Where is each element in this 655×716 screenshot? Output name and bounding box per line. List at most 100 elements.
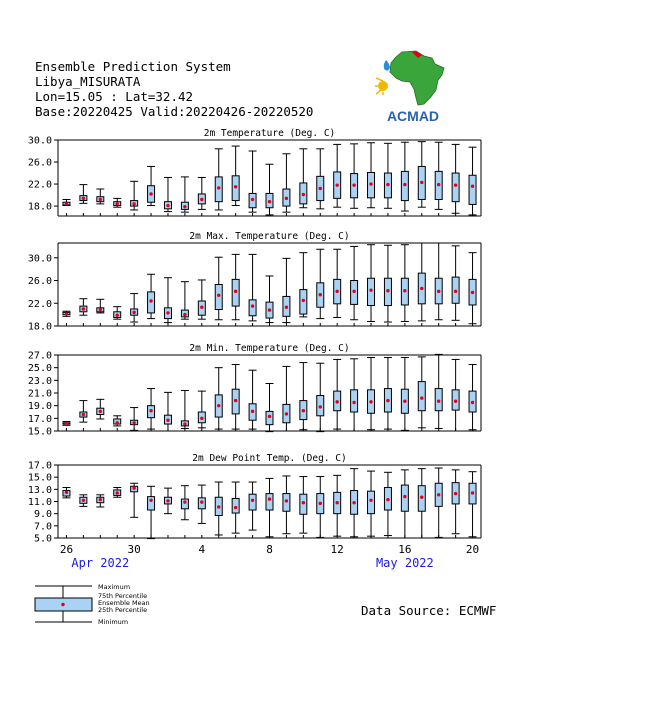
- mean-marker: [301, 501, 306, 505]
- iqr-box: [265, 493, 274, 511]
- y-tick-label: 9.0: [34, 509, 52, 520]
- mean-marker: [98, 497, 103, 502]
- mean-marker: [81, 498, 86, 502]
- month-label: Apr 2022: [71, 556, 129, 570]
- y-tick-label: 21.0: [28, 389, 52, 400]
- mean-marker: [64, 421, 69, 426]
- mean-marker: [98, 197, 103, 202]
- legend-label-p75: 75th Percentile: [98, 592, 147, 600]
- mean-marker: [403, 399, 407, 403]
- y-tick-label: 7.0: [34, 521, 52, 532]
- mean-marker: [250, 498, 255, 502]
- y-tick-label: 11.0: [28, 497, 52, 508]
- mean-marker: [132, 421, 136, 425]
- header-coordinates: Lon=15.05 : Lat=32.42: [35, 89, 194, 104]
- mean-marker: [470, 400, 475, 405]
- y-tick-label: 5.0: [34, 534, 52, 545]
- mean-marker: [335, 400, 339, 404]
- y-tick-label: 30.0: [28, 136, 52, 147]
- chart-panel-1: 2m Temperature (Deg. C) 18.0 22.0 26.0 30.0: [28, 128, 482, 217]
- mean-marker: [132, 486, 136, 490]
- y-tick-label: 15.0: [28, 427, 52, 438]
- mean-marker: [217, 186, 221, 190]
- x-tick-label: 4: [199, 543, 206, 556]
- y-tick-label: 19.0: [28, 401, 52, 412]
- mean-marker: [470, 290, 475, 295]
- panel-title: 2m Dew Point Temp. (Deg. C): [192, 453, 346, 464]
- mean-marker: [352, 400, 356, 405]
- mean-marker: [403, 494, 407, 499]
- mean-marker: [352, 501, 356, 505]
- mean-marker: [267, 308, 272, 312]
- mean-marker: [386, 497, 390, 502]
- y-tick-label: 13.0: [28, 485, 52, 496]
- sun-icon: [378, 81, 388, 91]
- mean-marker: [149, 192, 153, 196]
- chart-panel-4: 2m Dew Point Temp. (Deg. C) 5.0 7.09.011.0…: [28, 453, 482, 545]
- africa-map-icon: [389, 50, 445, 106]
- mean-marker: [335, 501, 339, 505]
- mean-marker: [115, 491, 119, 495]
- mean-marker: [301, 298, 306, 303]
- mean-marker: [64, 490, 69, 495]
- mean-marker: [233, 505, 238, 510]
- panel-title: 2m Min. Temperature (Deg. C): [189, 343, 349, 354]
- mean-marker: [115, 202, 119, 206]
- map-highlight-icon: [412, 51, 422, 58]
- mean-marker: [267, 199, 272, 204]
- mean-marker: [284, 305, 289, 309]
- month-label: May 2022: [376, 556, 434, 570]
- mean-marker: [437, 399, 441, 403]
- mean-marker: [453, 289, 458, 294]
- mean-marker: [166, 418, 170, 422]
- mean-marker: [403, 289, 407, 293]
- y-tick-label: 30.0: [28, 253, 52, 264]
- mean-marker: [183, 422, 187, 426]
- mean-marker: [386, 398, 390, 403]
- mean-marker: [386, 289, 390, 293]
- mean-marker: [437, 493, 441, 497]
- mean-marker: [217, 403, 221, 408]
- mean-marker: [98, 409, 103, 414]
- legend-label-maximum: Maximum: [98, 583, 130, 591]
- y-tick-label: 18.0: [28, 202, 52, 213]
- mean-marker: [420, 495, 424, 499]
- iqr-box: [451, 172, 460, 203]
- mean-marker: [318, 501, 322, 506]
- mean-marker: [420, 286, 424, 291]
- mean-marker: [115, 421, 119, 425]
- mean-marker: [183, 204, 187, 209]
- x-tick-label: 12: [331, 543, 344, 556]
- x-tick-label: 8: [266, 543, 273, 556]
- mean-marker: [284, 412, 289, 416]
- mean-marker: [166, 499, 170, 503]
- mean-marker: [301, 409, 306, 413]
- mean-marker: [267, 497, 272, 501]
- legend-label-p25: 25th Percentile: [98, 606, 147, 614]
- iqr-box: [367, 277, 376, 307]
- y-tick-label: 15.0: [28, 473, 52, 484]
- panel-title: 2m Max. Temperature (Deg. C): [189, 231, 349, 242]
- legend-label-minimum: Minimum: [98, 618, 128, 626]
- mean-marker: [250, 304, 255, 308]
- y-tick-label: 18.0: [28, 322, 52, 333]
- mean-marker: [453, 183, 458, 187]
- iqr-box: [248, 299, 257, 317]
- mean-marker: [149, 299, 153, 303]
- mean-marker: [318, 186, 322, 191]
- iqr-box: [231, 497, 240, 514]
- mean-marker: [470, 184, 475, 188]
- iqr-box: [214, 284, 223, 311]
- mean-marker: [267, 414, 272, 419]
- legend-mean-marker: [61, 602, 65, 607]
- mean-marker: [318, 293, 322, 297]
- x-tick-label: 26: [60, 543, 73, 556]
- mean-marker: [233, 398, 238, 403]
- mean-marker: [200, 416, 204, 421]
- mean-marker: [352, 289, 356, 294]
- iqr-box: [417, 381, 426, 412]
- mean-marker: [369, 182, 373, 186]
- mean-marker: [132, 202, 136, 206]
- mean-marker: [284, 196, 289, 201]
